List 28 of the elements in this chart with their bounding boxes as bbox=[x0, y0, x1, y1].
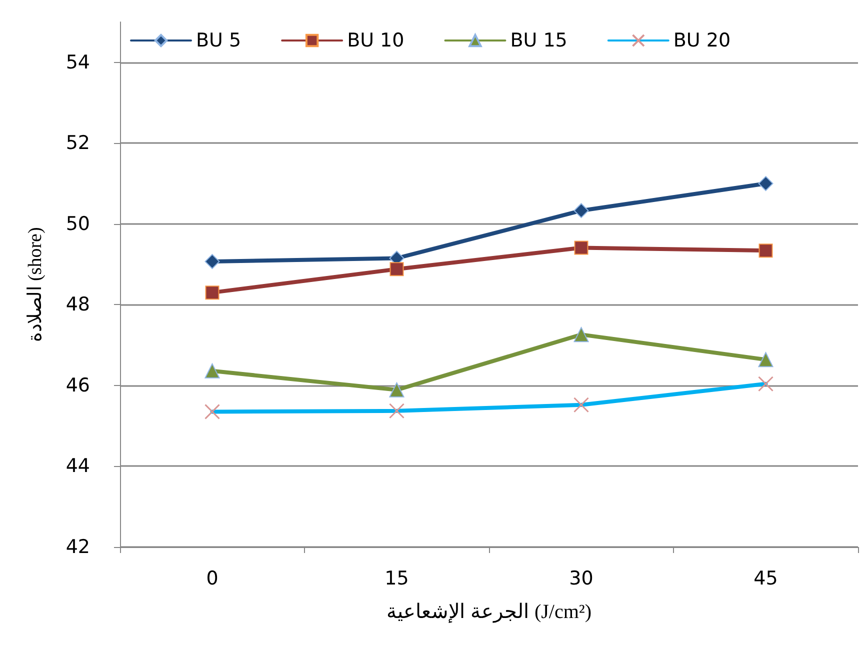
x-axis-title: الجرعة الإشعاعية (J/cm²) bbox=[386, 601, 592, 624]
point bbox=[390, 262, 404, 276]
point bbox=[758, 244, 773, 258]
point bbox=[758, 176, 774, 192]
x-tick-label: 0 bbox=[206, 568, 218, 590]
legend-label: BU 15 bbox=[510, 30, 568, 52]
y-tick-label: 50 bbox=[66, 212, 90, 235]
legend-label: BU 5 bbox=[196, 30, 242, 52]
y-tick-label: 44 bbox=[66, 455, 90, 478]
y-axis-title: الصلادة (shore) bbox=[25, 227, 46, 342]
y-tick-label: 54 bbox=[66, 51, 90, 74]
point bbox=[389, 382, 404, 398]
legend-label: BU 20 bbox=[673, 30, 731, 52]
point bbox=[204, 254, 220, 269]
point bbox=[204, 363, 220, 378]
point bbox=[574, 203, 589, 218]
point bbox=[574, 240, 588, 255]
y-tick-label: 48 bbox=[66, 294, 90, 316]
point bbox=[574, 327, 589, 342]
x-tick-label: 15 bbox=[384, 568, 409, 590]
y-tick-label: 42 bbox=[66, 536, 90, 558]
legend-label: BU 10 bbox=[347, 30, 404, 52]
point bbox=[758, 352, 774, 368]
point bbox=[205, 286, 220, 300]
x-tick-label: 45 bbox=[754, 568, 778, 590]
y-tick-label: 46 bbox=[66, 374, 90, 396]
y-tick-label: 52 bbox=[66, 132, 90, 154]
x-tick-label: 30 bbox=[569, 568, 594, 590]
